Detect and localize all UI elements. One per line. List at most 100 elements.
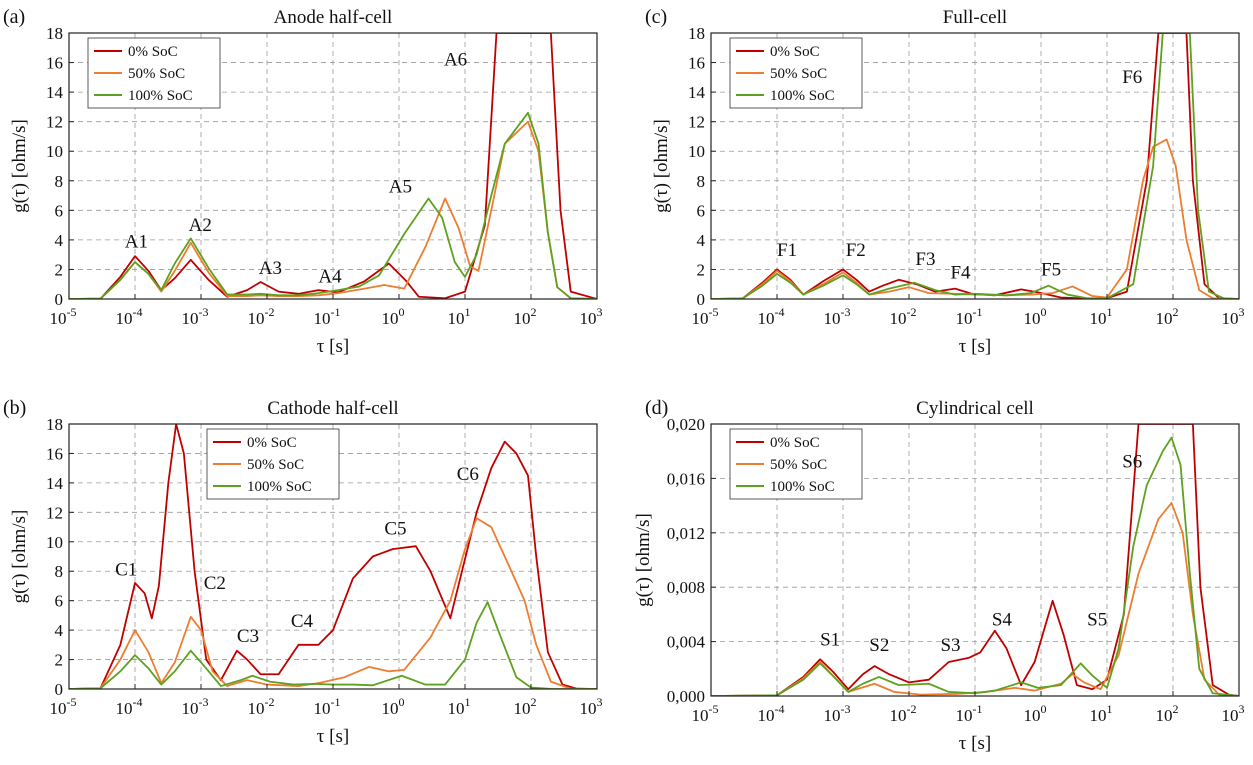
- chart-title: Cathode half-cell: [267, 398, 398, 419]
- chart-title: Anode half-cell: [274, 7, 393, 28]
- x-tick-label: 101: [448, 305, 471, 328]
- chart-panel-a: 10-5 10-4 10-3 10-2 10-1 100 101 102 103 0 2 4 6 8 10 1…: [3, 6, 603, 357]
- peak-label-c1: C1: [115, 560, 137, 581]
- x-axis-label: τ [s]: [317, 726, 349, 747]
- y-tick-label: 4: [55, 231, 64, 250]
- x-tick-label: 103: [1222, 305, 1245, 328]
- y-tick-label: 8: [55, 562, 64, 581]
- peak-label-a1: A1: [125, 231, 148, 252]
- peak-label-a4: A4: [318, 267, 342, 288]
- series-line-50-soc: [69, 120, 597, 299]
- x-tick-label: 10-2: [890, 702, 917, 725]
- x-tick-label: 10-2: [248, 695, 275, 718]
- x-tick-label: 103: [1222, 702, 1245, 725]
- x-tick-label: 101: [448, 695, 471, 718]
- legend-entry: 50% SoC: [128, 66, 185, 82]
- series-line-50-soc: [69, 517, 597, 689]
- x-tick-label: 10-4: [116, 305, 143, 328]
- series-line-100-soc: [711, 436, 1239, 696]
- y-axis-label: g(τ) [ohm/s]: [9, 119, 30, 213]
- peak-label-s6: S6: [1122, 452, 1142, 473]
- x-axis-label: τ [s]: [959, 733, 991, 754]
- legend: 0% SoC 50% SoC 100% SoC: [729, 428, 863, 500]
- peak-label-f3: F3: [915, 249, 935, 270]
- y-tick-label: 10: [688, 142, 705, 161]
- peak-label-s3: S3: [940, 635, 960, 656]
- x-tick-label: 102: [1156, 702, 1179, 725]
- series-line-100-soc: [711, 33, 1239, 299]
- series-line-0-soc: [69, 424, 597, 689]
- x-tick-label: 10-1: [314, 305, 341, 328]
- y-tick-label: 0,020: [667, 415, 705, 434]
- peak-label-c4: C4: [291, 611, 314, 632]
- peak-label-a2: A2: [189, 215, 212, 236]
- x-tick-label: 10-4: [758, 305, 785, 328]
- y-tick-label: 10: [46, 533, 63, 552]
- y-tick-label: 2: [55, 651, 64, 670]
- panel-tag: (d): [645, 397, 668, 419]
- x-axis-label: τ [s]: [959, 336, 991, 357]
- legend: 0% SoC 50% SoC 100% SoC: [729, 37, 863, 109]
- legend-entry: 0% SoC: [128, 44, 178, 60]
- peak-label-c6: C6: [457, 464, 479, 485]
- y-tick-label: 16: [46, 54, 63, 73]
- peak-label-s1: S1: [820, 630, 840, 651]
- peak-label-s2: S2: [869, 635, 889, 656]
- y-tick-label: 14: [46, 83, 64, 102]
- legend-entry: 0% SoC: [770, 435, 820, 451]
- panel-tag: (b): [3, 397, 26, 419]
- y-tick-label: 16: [46, 444, 63, 463]
- legend: 0% SoC 50% SoC 100% SoC: [206, 428, 340, 500]
- chart-title: Full-cell: [943, 7, 1007, 28]
- x-tick-label: 10-2: [890, 305, 917, 328]
- x-tick-label: 10-1: [956, 305, 983, 328]
- y-tick-label: 12: [46, 503, 63, 522]
- x-tick-label: 101: [1090, 305, 1113, 328]
- x-axis-label: τ [s]: [317, 336, 349, 357]
- peak-label-f1: F1: [777, 240, 797, 261]
- x-tick-label: 10-3: [824, 305, 851, 328]
- series-line-100-soc: [69, 601, 597, 689]
- peak-label-c2: C2: [204, 573, 226, 594]
- chart-title: Cylindrical cell: [916, 398, 1034, 419]
- y-axis-label: g(τ) [ohm/s]: [9, 510, 30, 604]
- x-tick-label: 102: [514, 305, 537, 328]
- y-axis-label: g(τ) [ohm/s]: [651, 119, 672, 213]
- chart-panel-d: 10-5 10-4 10-3 10-2 10-1 100 101 102 103 0,000 0,0…: [633, 397, 1245, 754]
- x-tick-label: 103: [580, 695, 603, 718]
- y-tick-label: 0: [697, 290, 706, 309]
- y-axis-label: g(τ) [ohm/s]: [633, 513, 654, 607]
- x-tick-label: 102: [1156, 305, 1179, 328]
- panel-tag: (c): [645, 6, 667, 28]
- y-tick-label: 16: [688, 54, 705, 73]
- y-tick-label: 6: [55, 201, 64, 220]
- peak-label-a3: A3: [259, 258, 282, 279]
- chart-panel-c: 10-5 10-4 10-3 10-2 10-1 100 101 102 103 0 2 4 6 8 10 1…: [645, 6, 1245, 357]
- legend-entry: 100% SoC: [770, 88, 835, 104]
- y-tick-label: 8: [55, 172, 64, 191]
- peak-label-f2: F2: [846, 240, 866, 261]
- peak-label-f6: F6: [1122, 67, 1142, 88]
- panel-tag: (a): [3, 6, 25, 28]
- y-tick-label: 2: [55, 260, 64, 279]
- x-tick-label: 101: [1090, 702, 1113, 725]
- legend-entry: 50% SoC: [770, 66, 827, 82]
- x-tick-label: 10-3: [824, 702, 851, 725]
- legend-entry: 100% SoC: [128, 88, 193, 104]
- legend-entry: 50% SoC: [770, 457, 827, 473]
- peak-label-a6: A6: [444, 50, 467, 71]
- x-tick-label: 10-5: [692, 702, 719, 725]
- x-tick-label: 10-3: [182, 695, 209, 718]
- x-tick-label: 100: [1024, 702, 1047, 725]
- peak-label-s4: S4: [992, 609, 1013, 630]
- x-tick-label: 100: [1024, 305, 1047, 328]
- y-tick-label: 4: [55, 621, 64, 640]
- legend-entry: 0% SoC: [247, 435, 297, 451]
- y-tick-label: 12: [46, 113, 63, 132]
- peak-label-f4: F4: [950, 262, 971, 283]
- x-tick-label: 10-5: [50, 695, 77, 718]
- x-tick-label: 10-5: [50, 305, 77, 328]
- y-tick-label: 6: [55, 592, 64, 611]
- y-tick-label: 0: [55, 290, 64, 309]
